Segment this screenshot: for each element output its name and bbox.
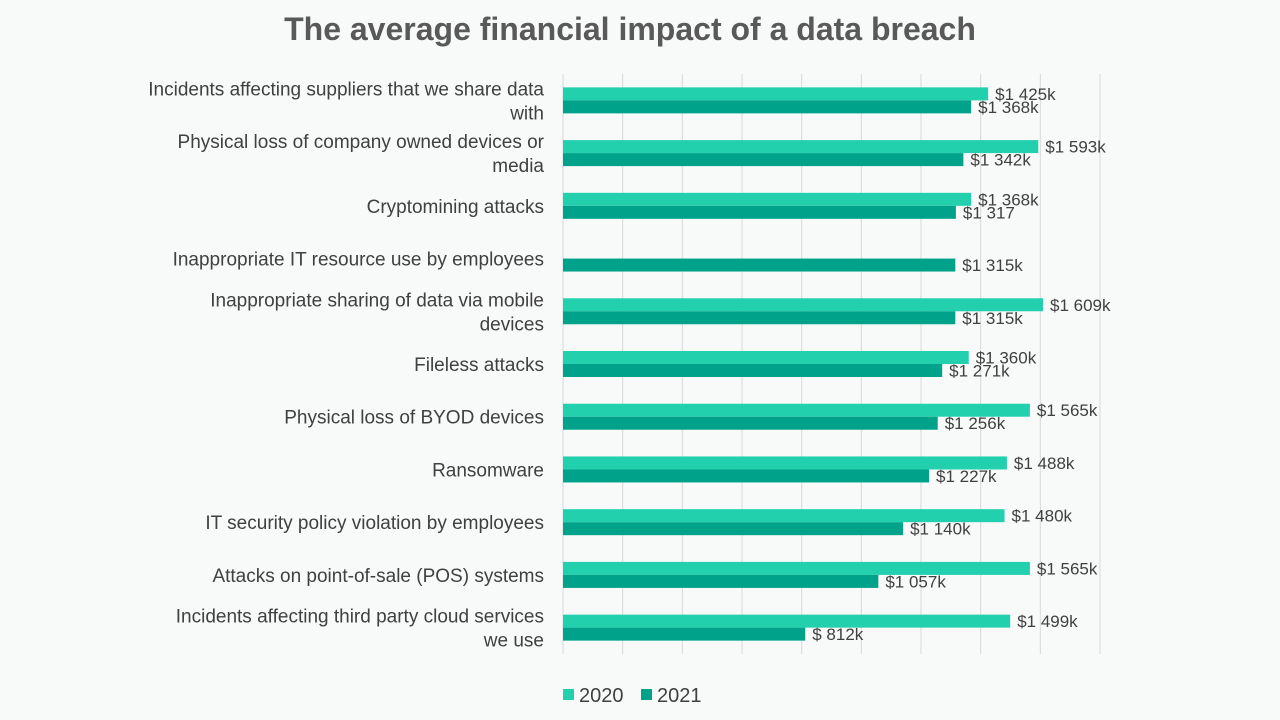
bar-2021 — [563, 574, 879, 588]
data-label-2021: $1 368k — [978, 98, 1039, 117]
bar-2021 — [563, 364, 943, 377]
category-label: Cryptomining attacks — [367, 197, 544, 218]
data-label-2021: $1 256k — [945, 414, 1006, 433]
data-label-2021: $1 315k — [962, 256, 1023, 275]
bars — [563, 87, 1044, 641]
bar-2021 — [563, 522, 904, 536]
data-label-2020: $1 593k — [1045, 138, 1106, 157]
bar-2021 — [563, 205, 956, 219]
category-label: Physical loss of company owned devices o… — [178, 132, 545, 177]
data-label-2021: $1 057k — [885, 572, 946, 591]
category-label: Incidents affecting suppliers that we sh… — [148, 79, 544, 124]
legend-swatch-2020 — [563, 689, 574, 700]
data-label-2020: $1 609k — [1050, 296, 1111, 315]
data-label-2021: $1 317 — [963, 203, 1015, 222]
bar-2021 — [563, 100, 972, 114]
category-label: Inappropriate IT resource use by employe… — [173, 250, 544, 271]
bar-2020 — [563, 509, 1005, 523]
bar-2021 — [563, 258, 956, 272]
data-label-2021: $ 812k — [812, 625, 864, 644]
data-label-2021: $1 315k — [962, 309, 1023, 328]
data-label-2021: $1 271k — [949, 362, 1010, 381]
bar-2020 — [563, 140, 1039, 154]
legend-swatch-2021 — [641, 689, 652, 700]
category-label: Physical loss of BYOD devices — [284, 408, 544, 429]
data-label-2020: $1 488k — [1014, 454, 1075, 473]
bar-2021 — [563, 469, 930, 483]
bar-2020 — [563, 192, 972, 206]
category-label: Ransomware — [432, 460, 544, 481]
data-label-2020: $1 425k — [995, 85, 1056, 104]
bar-2020 — [563, 614, 1011, 628]
legend-label-2020: 2020 — [579, 685, 624, 707]
bar-2020 — [563, 456, 1007, 470]
category-label: IT security policy violation by employee… — [205, 513, 544, 534]
data-label-2020: $1 565k — [1037, 401, 1098, 420]
category-label: Inappropriate sharing of data via mobile… — [210, 290, 544, 335]
value-labels: $1 425k$1 368k$1 593k$1 342k$1 368k$1 31… — [812, 85, 1111, 644]
legend-label-2021: 2021 — [657, 685, 702, 707]
bar-2020 — [563, 351, 969, 364]
category-label: Attacks on point-of-sale (POS) systems — [212, 566, 544, 587]
legend: 2020 2021 — [563, 685, 702, 707]
data-label-2021: $1 227k — [936, 467, 997, 486]
chart-title: The average financial impact of a data b… — [284, 11, 976, 47]
category-labels: Incidents affecting suppliers that we sh… — [148, 79, 544, 651]
data-label-2020: $1 368k — [978, 190, 1039, 209]
bar-2021 — [563, 627, 806, 641]
category-label: Incidents affecting third party cloud se… — [176, 607, 544, 652]
bar-2020 — [563, 561, 1030, 575]
data-label-2020: $1 565k — [1037, 559, 1098, 578]
data-label-2020: $1 480k — [1012, 507, 1073, 526]
data-label-2020: $1 360k — [976, 349, 1037, 368]
bar-2020 — [563, 298, 1044, 312]
data-label-2021: $1 140k — [910, 520, 971, 539]
bar-2021 — [563, 416, 938, 430]
data-label-2020: $1 499k — [1017, 612, 1078, 631]
bar-2021 — [563, 311, 956, 325]
bar-2020 — [563, 87, 989, 101]
bar-2021 — [563, 153, 964, 167]
category-label: Fileless attacks — [414, 355, 544, 376]
bar-2020 — [563, 403, 1030, 417]
data-label-2021: $1 342k — [970, 151, 1031, 170]
